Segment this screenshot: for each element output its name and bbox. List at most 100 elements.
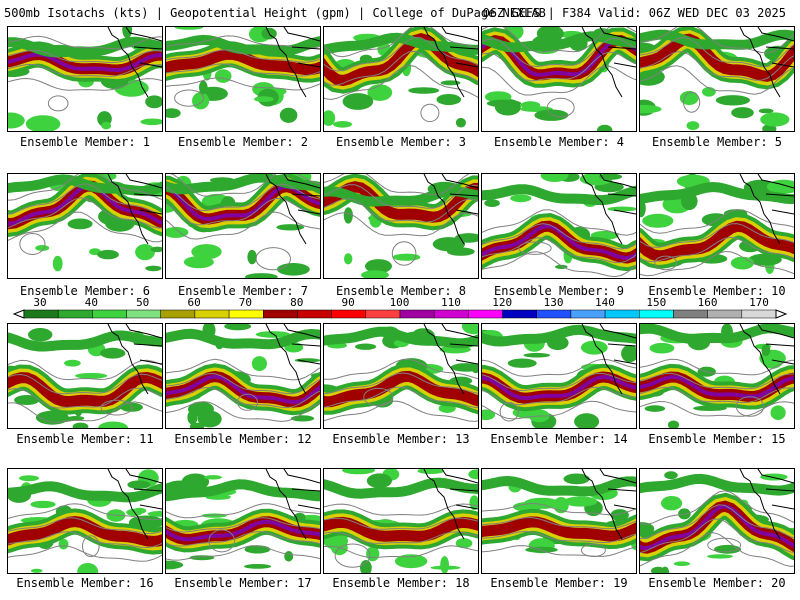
ensemble-member-panel [639,26,795,132]
isotach-area [135,244,155,261]
secondary-jet-band [324,186,478,207]
jet-stream-map [640,174,794,277]
secondary-jet-band [166,479,320,502]
isotach-area [365,259,392,274]
isotach-area [244,564,272,569]
closed-height-contour [237,393,258,411]
height-contour [640,490,794,525]
isotach-area [661,496,683,511]
height-contour [166,517,320,533]
height-contour [166,386,320,409]
ensemble-member-label: Ensemble Member: 2 [177,135,309,149]
isotach-area [715,95,750,106]
isotach-area [72,422,89,428]
colorbar-swatch [468,309,503,319]
closed-height-contour [363,387,394,407]
isotach-area [30,500,56,509]
isotach-area [563,496,598,507]
isotach-area [342,469,375,475]
isotach-area [482,409,496,421]
jet-band [324,516,478,542]
closed-height-contour [420,103,440,123]
ensemble-member-label: Ensemble Member: 15 [648,432,786,446]
height-contour [482,237,636,264]
colorbar-tick-label: 150 [646,296,667,309]
isotach-area [440,556,449,573]
isotach-area [450,363,478,372]
ensemble-member-label: Ensemble Member: 17 [174,576,312,590]
height-contour [166,545,320,561]
isotach-area [642,213,674,228]
coastline-borders [107,469,162,540]
jet-stream-map [324,174,478,278]
isotach-area [192,92,210,110]
ensemble-member-panel [7,323,163,429]
height-contour [640,65,794,95]
colorbar-swatch [228,309,264,319]
height-contour [8,77,162,91]
height-contour [640,504,794,540]
jet-band [640,220,794,262]
colorbar-swatch [160,309,196,319]
isotach-area [484,199,500,207]
ensemble-member-panel [639,323,795,429]
isotach-area [436,94,462,105]
height-contour [482,223,636,250]
height-contour [482,251,636,278]
colorbar-swatch [570,309,606,319]
isotach-area [145,265,162,272]
isotach-area [455,538,473,549]
jet-stream-map [482,174,636,278]
height-contour [8,401,162,423]
height-contour [482,358,636,377]
isotach-area [461,324,478,335]
isotach-area [520,101,541,110]
secondary-jet-band [482,324,636,347]
isotach-area [486,99,522,108]
height-contour [166,49,320,63]
colorbar-tick-label: 80 [290,296,304,309]
jet-stream-map [324,469,478,573]
closed-height-contour [100,399,133,416]
isotach-area [30,568,43,573]
isotach-area [574,413,600,428]
height-contour [640,400,794,417]
height-contour [640,36,794,68]
height-contour [324,36,478,72]
isotach-area [417,469,445,474]
colorbar-swatch [263,309,298,319]
isotach-area [64,359,81,367]
isotach-area [276,224,305,231]
ensemble-member-panel [323,323,479,429]
coastline-borders [265,324,320,395]
isotach-area [455,117,466,128]
isotach-area [344,253,353,265]
isotach-area [430,565,461,570]
isotach-area [510,194,532,203]
colorbar-swatch [57,309,93,319]
isotach-area [361,270,389,278]
colorbar-swatch [92,309,127,319]
isotach-area [35,410,69,425]
isotach-area [224,324,252,331]
closed-height-contour [546,97,575,118]
closed-height-contour [47,95,69,112]
coastline-borders [423,469,478,540]
height-contour [8,387,162,409]
isotach-area [343,207,353,224]
isotach-area [181,473,210,490]
closed-height-contour [518,241,552,255]
colorbar-min-arrow [12,309,25,319]
jet-stream-map [482,469,636,558]
isotach-area [174,27,204,30]
height-contour [482,400,636,420]
isotach-area [760,473,788,481]
isotach-area [534,109,569,121]
jet-band [324,32,478,87]
isotach-area [284,551,294,562]
secondary-jet-band [8,36,162,58]
isotach-area [761,353,784,369]
isotach-area [8,112,25,129]
closed-height-contour [735,396,765,417]
